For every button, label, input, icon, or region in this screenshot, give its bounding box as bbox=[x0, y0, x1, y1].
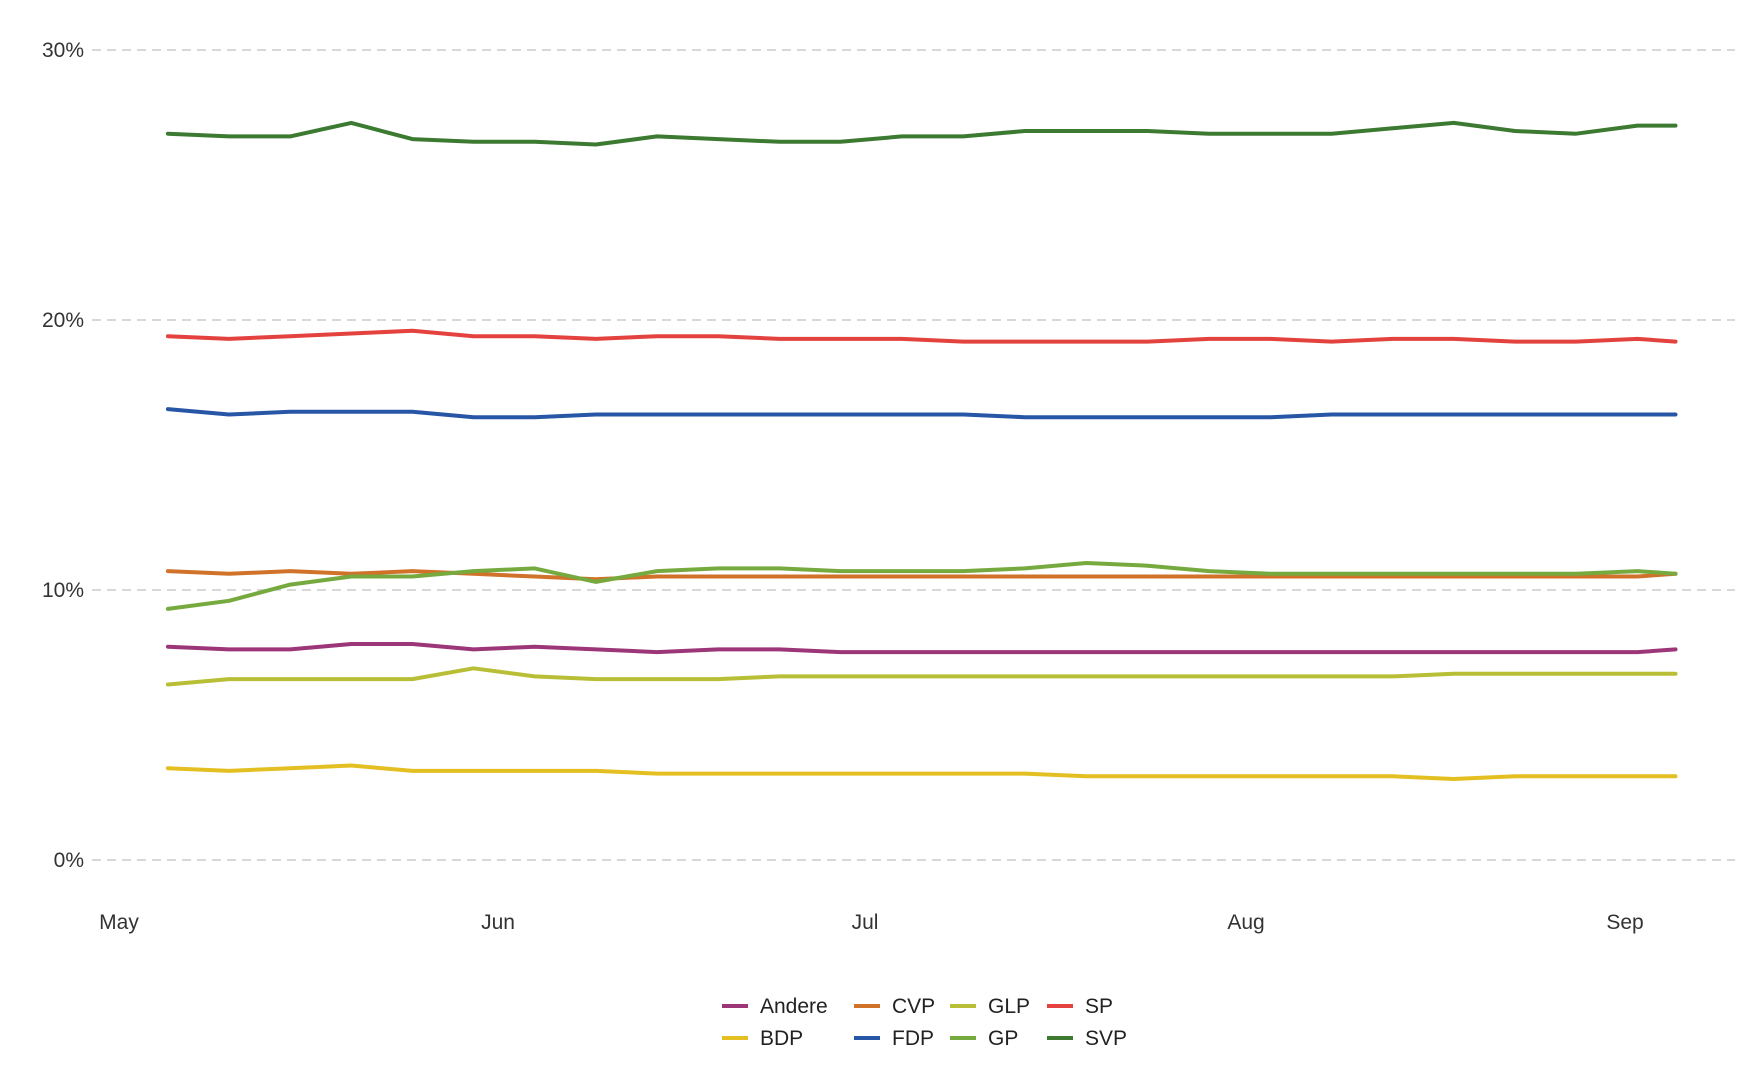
series-line-bdp bbox=[165, 763, 1678, 781]
legend-label-fdp: FDP bbox=[892, 1027, 934, 1050]
gridlines bbox=[92, 49, 1735, 861]
y-tick-label: 20% bbox=[42, 309, 84, 332]
x-axis-ticks: May Jun Jul Aug Sep bbox=[99, 911, 1644, 934]
series-line-sp bbox=[165, 328, 1678, 344]
legend-label-svp: SVP bbox=[1085, 1027, 1127, 1050]
y-tick-label: 10% bbox=[42, 579, 84, 602]
y-axis-ticks: 0% 10% 20% 30% bbox=[42, 39, 84, 872]
legend-label-bdp: BDP bbox=[760, 1027, 803, 1050]
legend-label-gp: GP bbox=[988, 1027, 1018, 1050]
y-tick-label: 0% bbox=[54, 849, 84, 872]
series-line-svp bbox=[165, 120, 1678, 147]
legend-label-cvp: CVP bbox=[892, 995, 935, 1018]
x-tick-label: Sep bbox=[1606, 911, 1643, 934]
legend-label-sp: SP bbox=[1085, 995, 1113, 1018]
series-line-cvp bbox=[165, 569, 1678, 582]
legend: Andere CVP GLP SP BDP FDP GP SVP bbox=[722, 995, 1127, 1050]
series-line-fdp bbox=[165, 407, 1678, 420]
x-tick-label: Jul bbox=[852, 911, 879, 934]
legend-label-andere: Andere bbox=[760, 995, 828, 1018]
series-line-glp bbox=[165, 666, 1678, 687]
y-tick-label: 30% bbox=[42, 39, 84, 62]
series-line-andere bbox=[165, 642, 1678, 655]
series-lines bbox=[165, 120, 1678, 781]
x-tick-label: May bbox=[99, 911, 139, 934]
x-tick-label: Aug bbox=[1227, 911, 1264, 934]
legend-label-glp: GLP bbox=[988, 995, 1030, 1018]
x-tick-label: Jun bbox=[481, 911, 515, 934]
series-line-gp bbox=[165, 561, 1678, 611]
